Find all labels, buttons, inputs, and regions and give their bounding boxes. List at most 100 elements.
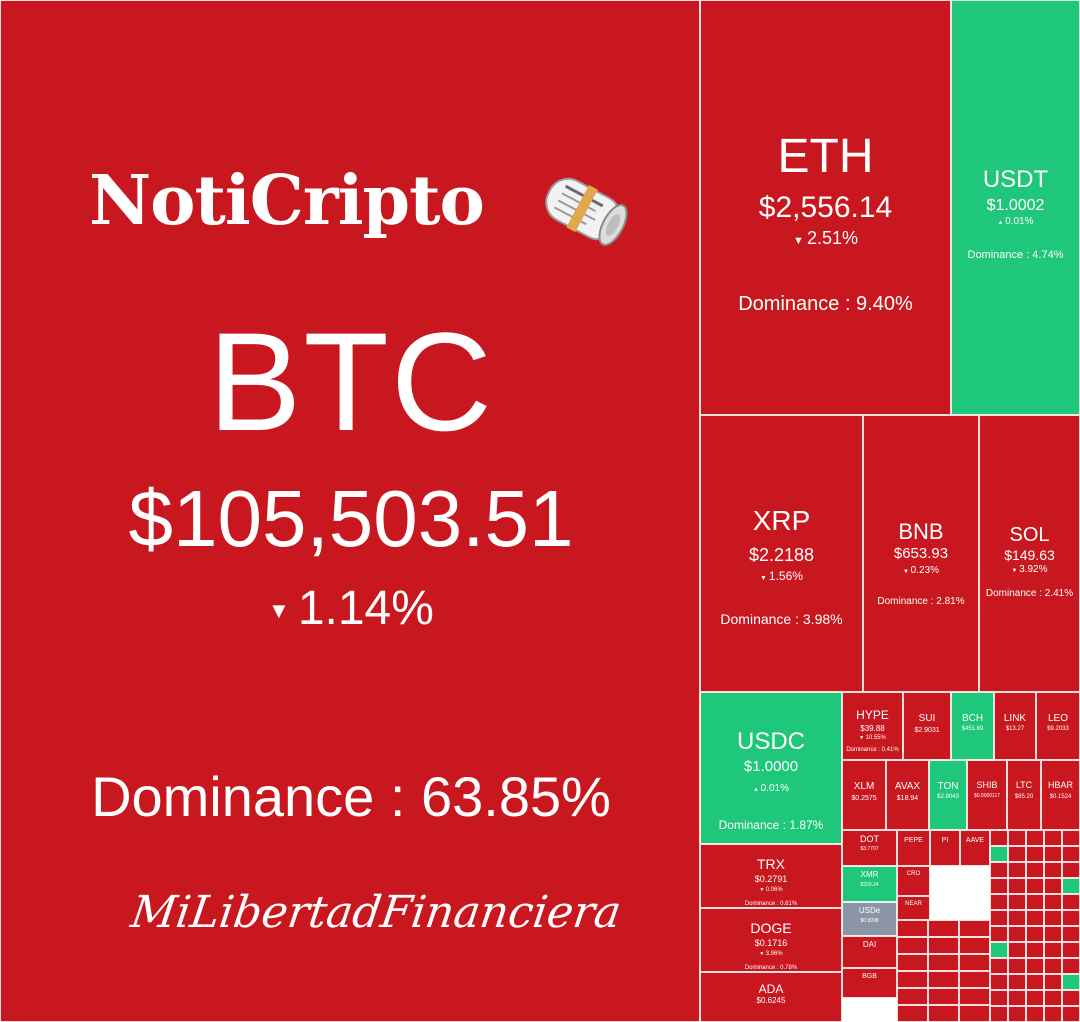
tile-link[interactable]: LINK $13.27: [994, 692, 1036, 760]
tile-trx[interactable]: TRX $0.2791 ▼ 0.06% Dominance : 0.81%: [700, 844, 842, 908]
tile-minor-coin[interactable]: [928, 937, 959, 954]
tile-minor-coin[interactable]: [1008, 878, 1026, 894]
tile-minor-coin[interactable]: [928, 988, 959, 1005]
tile-minor-coin[interactable]: [928, 971, 959, 988]
tile-dot[interactable]: DOT $3.7707: [842, 830, 897, 866]
tile-minor-coin[interactable]: [1044, 830, 1062, 846]
tile-minor-coin[interactable]: [1026, 830, 1044, 846]
tile-minor-coin[interactable]: [897, 937, 928, 954]
tile-ada[interactable]: ADA $0.6245: [700, 972, 842, 1022]
tile-minor-coin[interactable]: [1062, 942, 1080, 958]
tile-eth[interactable]: ETH $2,556.14 ▼ 2.51% Dominance : 9.40%: [700, 0, 951, 415]
tile-minor-coin[interactable]: [1008, 830, 1026, 846]
tile-minor-coin[interactable]: [928, 1005, 959, 1022]
tile-hbar[interactable]: HBAR $0.1524: [1041, 760, 1080, 830]
tile-hype[interactable]: HYPE $39.88 ▼ 10.55% Dominance : 0.41%: [842, 692, 903, 760]
tile-minor-coin[interactable]: [1026, 878, 1044, 894]
tile-minor-coin[interactable]: [1062, 862, 1080, 878]
tile-aave[interactable]: AAVE: [960, 830, 990, 866]
tile-leo[interactable]: LEO $9.2033: [1036, 692, 1080, 760]
tile-minor-coin[interactable]: [1044, 894, 1062, 910]
tile-minor-coin[interactable]: [1044, 862, 1062, 878]
tile-xlm[interactable]: XLM $0.2575: [842, 760, 886, 830]
tile-minor-coin[interactable]: [959, 971, 990, 988]
tile-ltc[interactable]: LTC $85.20: [1007, 760, 1041, 830]
tile-bch[interactable]: BCH $451.69: [951, 692, 994, 760]
tile-pi[interactable]: PI: [930, 830, 960, 866]
tile-minor-coin[interactable]: [990, 1006, 1008, 1022]
tile-minor-coin[interactable]: [1008, 894, 1026, 910]
tile-minor-coin[interactable]: [1044, 910, 1062, 926]
tile-shib[interactable]: SHIB $0.0000117: [967, 760, 1007, 830]
tile-minor-coin[interactable]: [990, 830, 1008, 846]
tile-minor-coin[interactable]: [959, 1005, 990, 1022]
tile-minor-coin[interactable]: [1062, 846, 1080, 862]
tile-minor-coin[interactable]: [1044, 926, 1062, 942]
tile-minor-coin[interactable]: [990, 942, 1008, 958]
tile-minor-coin[interactable]: [1044, 974, 1062, 990]
tile-minor-coin[interactable]: [1062, 1006, 1080, 1022]
tile-dai[interactable]: DAI: [842, 936, 897, 968]
tile-minor-coin[interactable]: [959, 937, 990, 954]
tile-minor-coin[interactable]: [1026, 942, 1044, 958]
tile-minor-coin[interactable]: [1062, 910, 1080, 926]
tile-minor-coin[interactable]: [928, 954, 959, 971]
tile-minor-coin[interactable]: [897, 954, 928, 971]
tile-usdt[interactable]: USDT $1.0002 ▲ 0.01% Dominance : 4.74%: [951, 0, 1080, 415]
tile-minor-coin[interactable]: [1008, 1006, 1026, 1022]
tile-minor-coin[interactable]: [1026, 990, 1044, 1006]
tile-minor-coin[interactable]: [1008, 862, 1026, 878]
tile-minor-coin[interactable]: [990, 910, 1008, 926]
tile-bnb[interactable]: BNB $653.93 ▼ 0.23% Dominance : 2.81%: [863, 415, 979, 692]
tile-minor-coin[interactable]: [1062, 926, 1080, 942]
tile-minor-coin[interactable]: [1044, 1006, 1062, 1022]
tile-btc[interactable]: NotiCripto BTC $105,503.51 ▼ 1.14% Domina…: [0, 0, 700, 1022]
tile-ton[interactable]: TON $2.9043: [929, 760, 967, 830]
tile-minor-coin[interactable]: [1062, 990, 1080, 1006]
tile-minor-coin[interactable]: [959, 954, 990, 971]
tile-xmr[interactable]: XMR $320.24: [842, 866, 897, 902]
tile-minor-coin[interactable]: [959, 920, 990, 937]
tile-minor-coin[interactable]: [990, 894, 1008, 910]
tile-minor-coin[interactable]: [1044, 942, 1062, 958]
tile-minor-coin[interactable]: [1026, 862, 1044, 878]
tile-minor-coin[interactable]: [1062, 878, 1080, 894]
tile-avax[interactable]: AVAX $18.94: [886, 760, 929, 830]
tile-bgb[interactable]: BGB: [842, 968, 897, 998]
tile-minor-coin[interactable]: [1026, 910, 1044, 926]
tile-usdc[interactable]: USDC $1.0000 ▲ 0.01% Dominance : 1.87%: [700, 692, 842, 844]
tile-xrp[interactable]: XRP $2.2188 ▼ 1.56% Dominance : 3.98%: [700, 415, 863, 692]
tile-minor-coin[interactable]: [1062, 830, 1080, 846]
tile-pepe[interactable]: PEPE: [897, 830, 930, 866]
tile-minor-coin[interactable]: [990, 846, 1008, 862]
tile-minor-coin[interactable]: [897, 988, 928, 1005]
tile-minor-coin[interactable]: [1026, 894, 1044, 910]
tile-minor-coin[interactable]: [990, 974, 1008, 990]
tile-minor-coin[interactable]: [1026, 926, 1044, 942]
tile-minor-coin[interactable]: [1026, 958, 1044, 974]
tile-minor-coin[interactable]: [990, 990, 1008, 1006]
tile-minor-coin[interactable]: [897, 920, 928, 937]
tile-sol[interactable]: SOL $149.63 ▼ 3.92% Dominance : 2.41%: [979, 415, 1080, 692]
tile-minor-coin[interactable]: [1044, 846, 1062, 862]
tile-minor-coin[interactable]: [990, 878, 1008, 894]
tile-minor-coin[interactable]: [1008, 926, 1026, 942]
tile-near[interactable]: NEAR: [897, 896, 930, 920]
tile-minor-coin[interactable]: [959, 988, 990, 1005]
tile-minor-coin[interactable]: [897, 1005, 928, 1022]
tile-minor-coin[interactable]: [1008, 910, 1026, 926]
tile-minor-coin[interactable]: [1044, 958, 1062, 974]
tile-minor-coin[interactable]: [1062, 974, 1080, 990]
tile-minor-coin[interactable]: [1044, 878, 1062, 894]
tile-minor-coin[interactable]: [1008, 958, 1026, 974]
tile-cro[interactable]: CRO: [897, 866, 930, 896]
tile-minor-coin[interactable]: [1008, 974, 1026, 990]
tile-minor-coin[interactable]: [1026, 846, 1044, 862]
tile-minor-coin[interactable]: [990, 926, 1008, 942]
tile-minor-coin[interactable]: [1044, 990, 1062, 1006]
tile-usde[interactable]: USDe $0.9998: [842, 902, 897, 936]
tile-sui[interactable]: SUI $2.9031: [903, 692, 951, 760]
tile-minor-coin[interactable]: [1008, 990, 1026, 1006]
tile-minor-coin[interactable]: [1062, 894, 1080, 910]
tile-doge[interactable]: DOGE $0.1716 ▼ 3.96% Dominance : 0.78%: [700, 908, 842, 972]
